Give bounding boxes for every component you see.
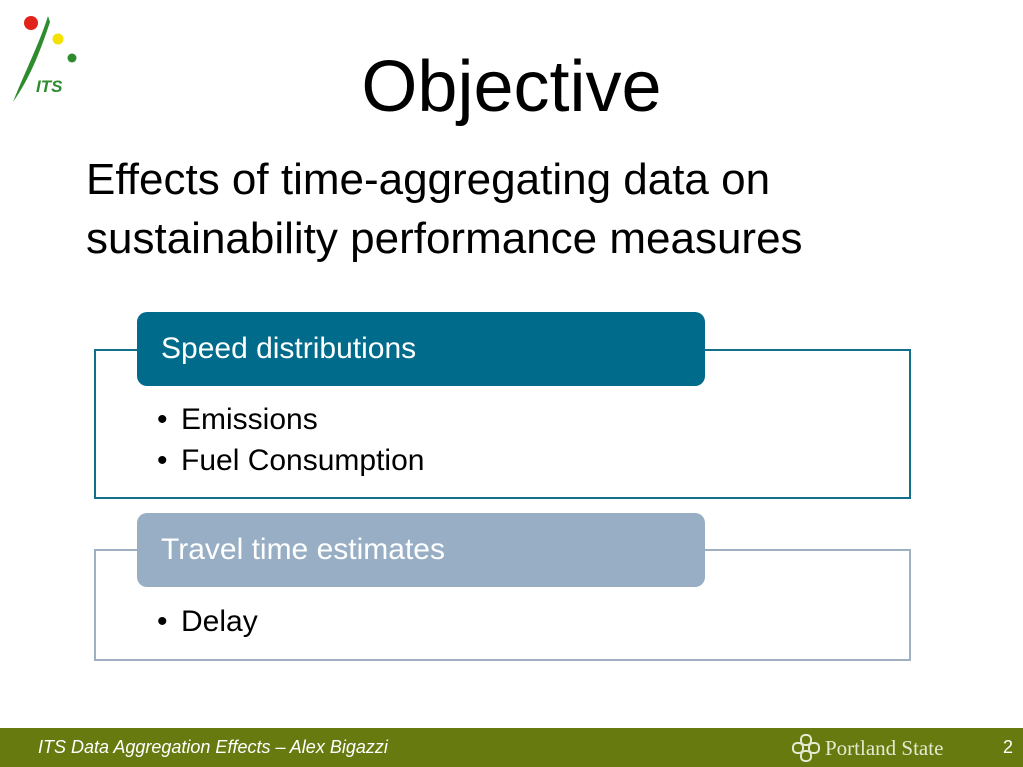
logo-red-dot: [24, 16, 38, 30]
bullet-item-fuel-consumption: • Fuel Consumption: [157, 440, 424, 481]
bullet-symbol: •: [157, 444, 168, 477]
footer-text: ITS Data Aggregation Effects – Alex Biga…: [38, 737, 388, 757]
bullet-text: Emissions: [181, 403, 318, 436]
travel-time-estimates-header: Travel time estimates: [137, 513, 705, 587]
portland-state-icon: [792, 734, 820, 762]
portland-state-logo: Portland State: [792, 734, 943, 762]
footer-bar: ITS Data Aggregation Effects – Alex Biga…: [0, 728, 1023, 767]
speed-distributions-bullets: • Emissions • Fuel Consumption: [157, 399, 424, 481]
portland-state-text: Portland State: [825, 735, 944, 760]
bullet-item-delay: • Delay: [157, 601, 258, 642]
logo-yellow-dot: [52, 33, 64, 45]
logo-swoosh: [13, 16, 50, 102]
travel-time-estimates-label: Travel time estimates: [161, 533, 445, 566]
slide-title: Objective: [361, 47, 662, 127]
speed-distributions-label: Speed distributions: [161, 332, 417, 365]
bullet-text: Fuel Consumption: [181, 444, 425, 477]
its-logo: ITS: [13, 16, 77, 102]
subtitle-line-2: sustainability performance measures: [86, 214, 803, 263]
subtitle-line-1: Effects of time-aggregating data on: [86, 155, 771, 204]
speed-distributions-header: Speed distributions: [137, 312, 705, 386]
logo-text: ITS: [36, 77, 63, 96]
bullet-symbol: •: [157, 403, 168, 436]
logo-green-dot: [67, 53, 77, 63]
bullet-symbol: •: [157, 605, 168, 638]
travel-time-estimates-bullets: • Delay: [157, 601, 258, 642]
page-number: 2: [1002, 737, 1013, 757]
bullet-text: Delay: [181, 605, 258, 638]
bullet-item-emissions: • Emissions: [157, 399, 424, 440]
slide-subtitle: Effects of time-aggregating data on sust…: [86, 150, 986, 268]
